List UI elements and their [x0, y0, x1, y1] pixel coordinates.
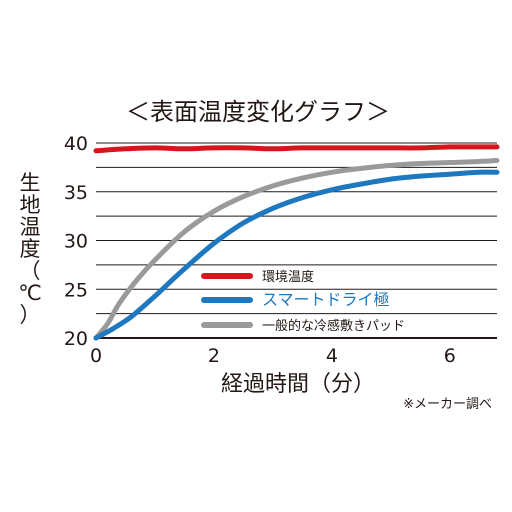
y-tick-label: 25: [64, 279, 88, 301]
legend-item-ambient: 環境温度: [262, 269, 314, 285]
series-lines: [93, 144, 500, 341]
series-line-general-pad: [93, 158, 500, 341]
y-tick-label: 20: [64, 328, 88, 350]
source-note: ※メーカー調べ: [403, 397, 492, 412]
legend-item-general-pad: 一般的な冷感敷きパッド: [262, 318, 405, 334]
legend-item-smart-dry: スマートドライ極: [262, 290, 390, 309]
x-tick-label: 2: [208, 345, 220, 367]
y-tick-labels: 40 35 30 25 20: [64, 133, 88, 350]
y-axis-label-char: 生: [20, 171, 41, 195]
x-axis-label: 経過時間（分）: [221, 372, 375, 397]
y-axis-label-char: （: [20, 259, 41, 283]
y-tick-label: 40: [64, 133, 88, 155]
x-tick-labels: 0 2 4 6: [90, 345, 456, 367]
x-tick-label: 4: [326, 345, 338, 367]
y-tick-label: 35: [64, 182, 88, 204]
y-axis-label-char: ℃: [18, 281, 42, 305]
x-tick-label: 6: [444, 345, 456, 367]
y-axis-label-char: 度: [20, 237, 41, 261]
series-line-smart-dry: [93, 169, 500, 341]
x-tick-label: 0: [90, 345, 102, 367]
y-axis-label-char: ）: [20, 303, 41, 327]
y-tick-label: 30: [64, 231, 88, 253]
y-axis-label-char: 地: [20, 193, 41, 217]
series-line-ambient: [93, 144, 500, 154]
chart-title: ＜表面温度変化グラフ＞: [126, 98, 390, 126]
y-axis-label-char: 温: [20, 215, 41, 239]
